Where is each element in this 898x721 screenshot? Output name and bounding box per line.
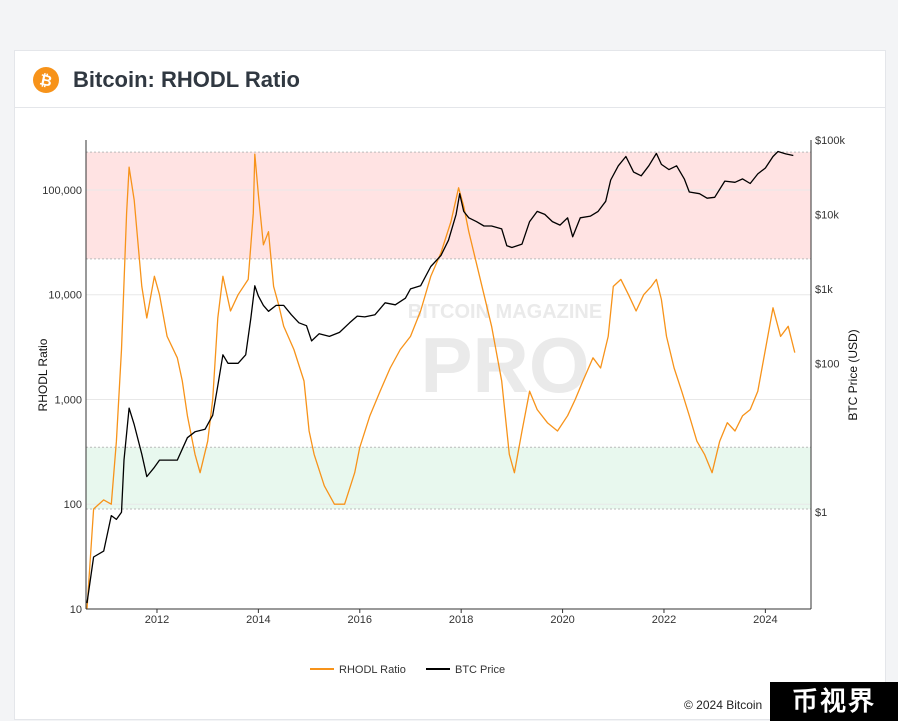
y2-axis-title: BTC Price (USD)	[846, 329, 860, 420]
series-line-rhodl-ratio	[86, 153, 796, 610]
corner-badge: 币视界	[770, 682, 898, 721]
x-tick-label: 2014	[246, 614, 270, 626]
y-ticks: 10 100 1,000 10,000 100,000	[42, 185, 82, 616]
y2-ticks: $1 $100 $1k $10k $100k	[815, 135, 845, 519]
watermark-line2: PRO	[420, 321, 589, 409]
series-price	[86, 150, 794, 604]
x-tick-label: 2022	[652, 614, 676, 626]
y-tick-label: 1,000	[54, 394, 82, 406]
copyright-text: © 2024 Bitcoin	[684, 698, 763, 712]
legend[interactable]: RHODL Ratio BTC Price	[310, 664, 505, 676]
x-ticks: 2012 2014 2016 2018 2020 2022 2024	[145, 609, 778, 626]
x-tick-label: 2018	[449, 614, 473, 626]
series-rhodl	[86, 153, 796, 610]
y2-tick-label: $10k	[815, 209, 839, 221]
y2-tick-label: $100k	[815, 135, 845, 147]
watermark-line1: BITCOIN MAGAZINE	[408, 301, 602, 323]
y-axis-title: RHODL Ratio	[36, 338, 50, 411]
buy-zone-band	[86, 447, 811, 510]
svg-text:₿: ₿	[38, 70, 54, 90]
y-tick-label: 10	[70, 604, 82, 616]
y-tick-label: 100	[64, 499, 82, 511]
x-tick-label: 2012	[145, 614, 169, 626]
page-title: Bitcoin: RHODL Ratio	[73, 67, 300, 92]
y-tick-label: 10,000	[48, 290, 82, 302]
x-tick-label: 2016	[348, 614, 372, 626]
y2-tick-label: $1k	[815, 284, 833, 296]
y-tick-label: 100,000	[42, 185, 82, 197]
bitcoin-logo-icon: ₿	[33, 67, 59, 93]
x-tick-label: 2020	[550, 614, 574, 626]
legend-label-price[interactable]: BTC Price	[455, 664, 505, 676]
chart-header: ₿ Bitcoin: RHODL Ratio	[15, 51, 885, 108]
x-tick-label: 2024	[753, 614, 777, 626]
y2-tick-label: $1	[815, 507, 827, 519]
sell-zone-band	[86, 152, 811, 259]
y2-tick-label: $100	[815, 358, 839, 370]
legend-label-rhodl[interactable]: RHODL Ratio	[339, 664, 406, 676]
series-line-btc-price	[86, 150, 794, 604]
